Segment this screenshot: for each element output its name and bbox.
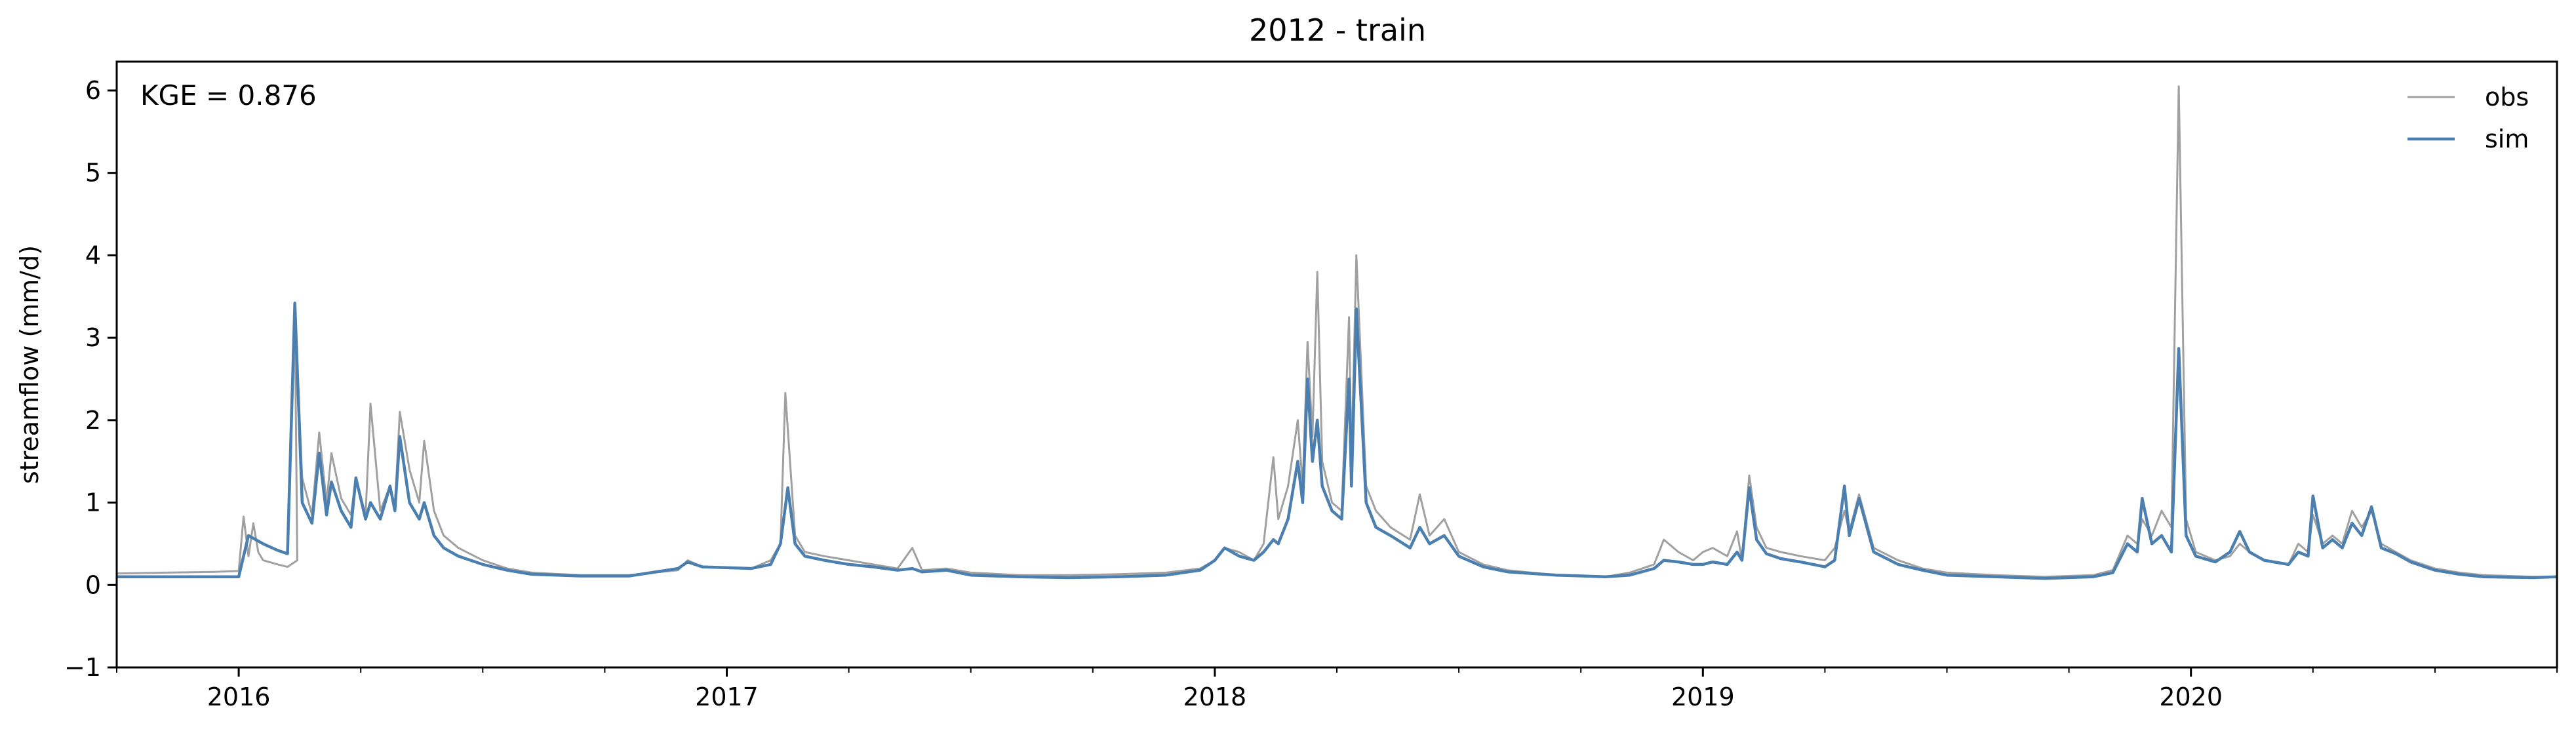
y-tick-label: 5 [85,159,101,188]
y-tick-label: 4 [85,241,101,269]
series-line-obs [116,85,2557,578]
x-tick-label: 2017 [695,683,759,711]
legend: obs sim [2408,83,2529,153]
kge-annotation: KGE = 0.876 [140,79,317,111]
series-layer [116,85,2558,580]
y-tick-label: 0 [85,570,101,599]
y-axis-label: streamflow (mm/d) [15,245,44,484]
y-tick-label: −1 [64,653,101,682]
y-tick-label: 6 [85,76,101,105]
x-axis: 2016 2017 2018 2019 2020 [116,667,2558,711]
chart-title: 2012 - train [1249,12,1426,48]
x-tick-label: 2018 [1183,683,1247,711]
series-line-sim [117,302,2558,580]
y-tick-label: 2 [85,406,101,435]
x-tick-label: 2019 [1671,683,1735,711]
y-tick-label: 1 [85,488,101,517]
y-axis: −1 0 1 2 3 4 5 6 [64,76,117,682]
axes-frame [115,60,2558,669]
x-tick-label: 2020 [2159,683,2223,711]
x-tick-label: 2016 [207,683,271,711]
y-tick-label: 3 [85,323,101,352]
legend-label-sim: sim [2485,125,2529,153]
legend-label-obs: obs [2485,83,2529,111]
plot-area [115,60,2558,669]
